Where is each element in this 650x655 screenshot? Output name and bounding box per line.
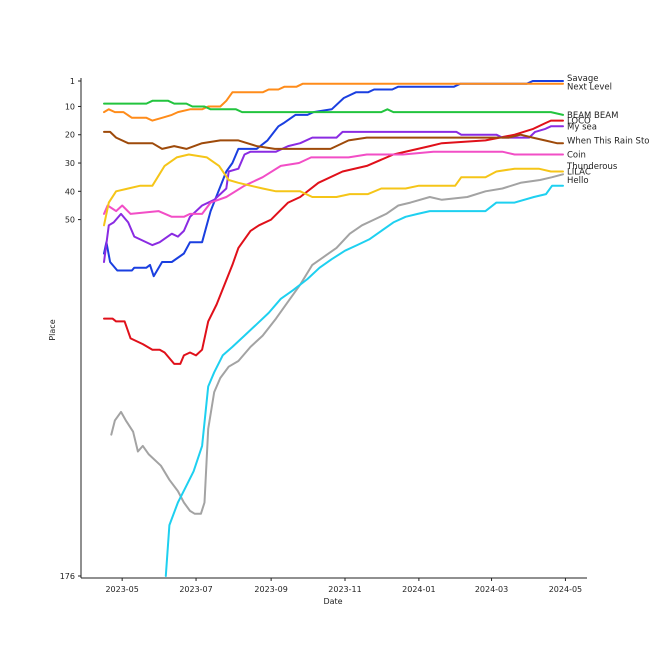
x-tick-label: 2024-03 <box>475 585 508 594</box>
series-line-when-this-rain-stops <box>103 130 564 150</box>
series-label: Next Level <box>567 83 612 93</box>
series-line-next-level <box>103 82 564 122</box>
x-tick-label: 2023-11 <box>328 585 361 594</box>
series-line-my-sea <box>103 125 564 263</box>
x-tick-label: 2023-09 <box>254 585 287 594</box>
x-axis-ticks: 2023-05 2023-07 2023-09 2023-11 2024-01 2024-… <box>105 578 582 594</box>
y-tick-label: 40 <box>65 187 75 196</box>
y-axis-ticks: 1 10 20 30 40 50 176 <box>60 77 81 581</box>
series-line-savage <box>103 80 564 278</box>
x-axis-title: Date <box>323 597 342 606</box>
y-tick-label: 30 <box>65 159 75 168</box>
series-line-lilac <box>110 173 564 515</box>
series-label: Thunderous <box>566 162 618 172</box>
series-label: My sea <box>567 122 597 132</box>
y-tick-label: 10 <box>65 102 75 111</box>
series-label: LOCO <box>567 117 591 127</box>
y-tick-label: 50 <box>65 216 75 225</box>
series-label: Hello <box>567 176 589 186</box>
x-tick-label: 2024-05 <box>549 585 582 594</box>
series-label: Savage <box>567 74 598 84</box>
series-line-loco <box>103 119 564 365</box>
series-label: BEAM BEAM <box>567 111 618 121</box>
x-tick-label: 2023-05 <box>105 585 138 594</box>
y-tick-label: 176 <box>60 572 75 581</box>
y-tick-label: 1 <box>70 77 75 86</box>
x-tick-label: 2023-07 <box>179 585 212 594</box>
x-tick-label: 2024-01 <box>402 585 435 594</box>
series-lines <box>103 80 564 577</box>
series-label: When This Rain Stops <box>567 136 650 146</box>
y-tick-label: 20 <box>65 131 75 140</box>
series-line-hello <box>164 184 564 577</box>
series-label: Coin <box>567 151 586 161</box>
series-line-thunderous <box>103 153 564 227</box>
series-line-coin <box>103 150 564 218</box>
series-label: LILAC <box>567 168 591 178</box>
y-axis-title: Place <box>48 319 57 340</box>
series-line-beam-beam <box>103 99 564 116</box>
